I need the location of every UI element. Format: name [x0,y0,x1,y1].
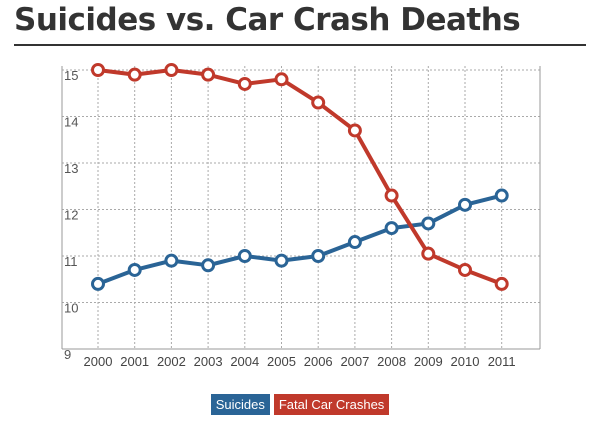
x-tick-label: 2002 [157,354,186,369]
x-tick-label: 2011 [488,354,516,369]
suicides-point [421,216,436,231]
chart-title: Suicides vs. Car Crash Deaths [14,2,521,38]
fatal-car-crashes-point [347,123,362,138]
y-tick-label: 11 [64,254,78,269]
y-tick-label: 13 [64,161,78,176]
suicides-point [384,221,399,236]
y-tick-label: 10 [64,301,78,316]
fatal-car-crashes-point [384,188,399,203]
suicides-point [91,276,105,291]
fatal-car-crashes-point [237,76,252,91]
x-tick-label: 2004 [230,354,259,369]
suicides-point [494,188,509,203]
suicides-point [274,253,289,268]
fatal-car-crashes-line [96,68,504,286]
fatal-car-crashes-point [421,246,436,261]
y-tick-label: 12 [64,208,78,223]
x-tick-label: 2010 [451,354,480,369]
legend: Suicides Fatal Car Crashes [0,394,600,415]
fatal-car-crashes-point [164,63,179,77]
suicides-point [458,197,472,212]
line-chart: 9 10 11 12 13 14 15 2000 2001 2002 2003 2004 2005 200… [61,63,541,369]
fatal-car-crashes-point [274,72,289,87]
x-tick-label: 2005 [267,354,296,369]
x-tick-label: 2009 [414,354,443,369]
legend-item-suicides: Suicides [210,394,270,415]
suicides-point [311,249,326,263]
fatal-car-crashes-point [494,276,509,291]
fatal-car-crashes-point [91,63,105,77]
y-tick-label: 9 [64,347,71,362]
suicides-line [96,193,504,286]
fatal-car-crashes-point [311,95,326,110]
x-tick-label: 2006 [304,354,333,369]
x-tick-label: 2001 [120,354,149,369]
fatal-car-crashes-point [127,67,142,82]
suicides-point [201,258,216,273]
x-tick-label: 2003 [194,354,223,369]
x-tick-label: 2008 [377,354,406,369]
suicides-point [164,253,179,268]
x-tick-label: 2007 [340,354,369,369]
suicides-point [127,262,142,277]
suicides-point [237,249,252,263]
y-tick-label: 14 [64,115,78,130]
fatal-car-crashes-point [458,262,472,277]
x-tick-label: 2000 [84,354,113,369]
legend-item-fatal-car-crashes: Fatal Car Crashes [273,394,390,415]
y-tick-label: 15 [64,68,78,83]
suicides-point [347,235,362,250]
fatal-car-crashes-point [201,67,216,82]
title-divider [14,44,586,46]
